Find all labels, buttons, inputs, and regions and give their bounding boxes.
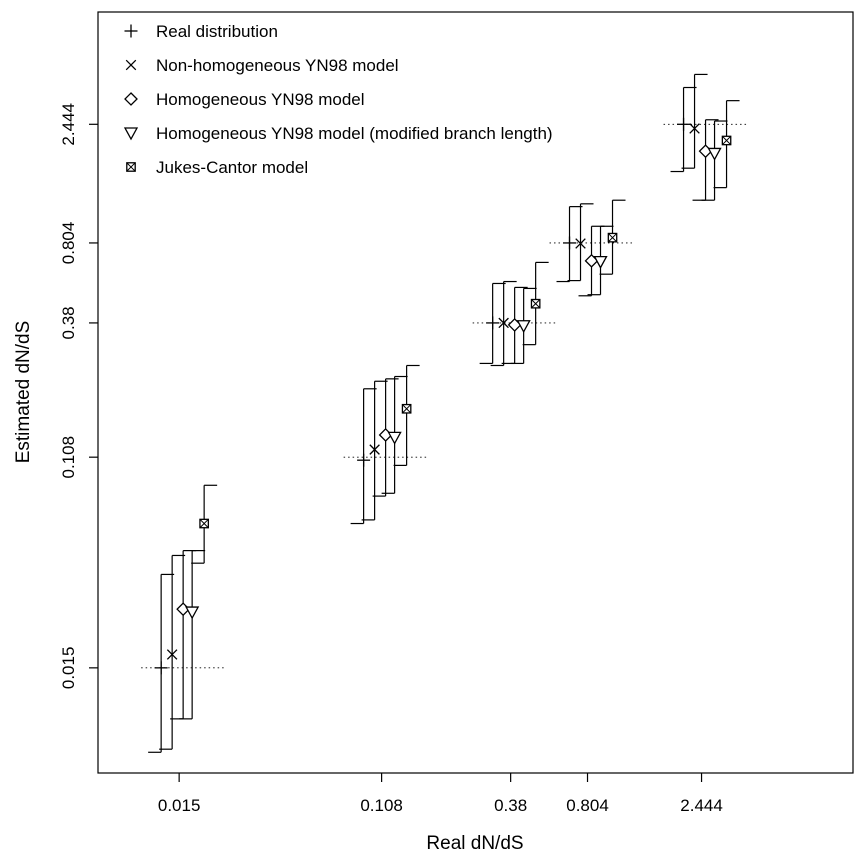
x-tick-label-2: 0.38	[494, 796, 527, 815]
legend-marker-3	[123, 127, 139, 141]
legend-marker-2	[124, 92, 138, 106]
y-axis: 0.015 0.108 0.38 0.804 2.444	[59, 103, 98, 689]
legend-item-4: Jukes-Cantor model	[126, 158, 308, 177]
legend-item-1: Non-homogeneous YN98 model	[125, 56, 399, 75]
legend-label-4: Jukes-Cantor model	[156, 158, 308, 177]
point-s0-p2	[486, 316, 500, 330]
point-s1-p4	[689, 123, 700, 134]
point-s1-p2	[498, 317, 509, 329]
legend-marker-0	[124, 24, 138, 38]
point-s0-p3	[563, 236, 577, 250]
y-tick-label-2: 0.38	[59, 306, 78, 339]
x-tick-label-1: 0.108	[360, 796, 403, 815]
legend-marker-4	[126, 162, 136, 172]
y-axis-label: Estimated dN/dS	[13, 321, 34, 464]
reference-lines	[141, 123, 748, 669]
legend-label-3: Homogeneous YN98 model (modified branch …	[156, 124, 553, 143]
point-s4-p2	[530, 298, 541, 309]
x-axis: 0.015 0.108 0.38 0.804 2.444	[158, 773, 723, 815]
x-tick-label-4: 2.444	[680, 796, 723, 815]
point-s3-p1	[387, 431, 402, 445]
error-bar-s1-p1	[361, 380, 388, 521]
error-bar-s1-p4	[681, 73, 708, 169]
point-s4-p0	[199, 518, 209, 529]
legend-item-0: Real distribution	[124, 22, 278, 41]
x-axis-label: Real dN/dS	[426, 833, 523, 854]
legend-marker-1	[125, 59, 137, 71]
point-s4-p4	[721, 135, 732, 146]
point-s0-p1	[357, 453, 371, 467]
point-s0-p4	[677, 117, 691, 131]
y-tick-label-3: 0.804	[59, 222, 78, 265]
point-s1-p3	[575, 238, 586, 249]
y-tick-label-4: 2.444	[59, 103, 78, 146]
error-bar-s3-p0	[179, 550, 206, 720]
legend-item-3: Homogeneous YN98 model (modified branch …	[123, 124, 553, 143]
legend-item-2: Homogeneous YN98 model	[124, 90, 365, 109]
point-s3-p2	[516, 320, 531, 334]
data-points	[154, 117, 732, 675]
y-tick-label-1: 0.108	[59, 436, 78, 479]
point-s4-p1	[401, 403, 412, 414]
point-s3-p0	[185, 606, 200, 620]
point-s3-p3	[593, 255, 608, 269]
x-tick-label-3: 0.804	[566, 796, 609, 815]
plot-frame	[97, 11, 854, 774]
point-s1-p0	[166, 649, 178, 660]
point-s1-p1	[369, 444, 380, 455]
legend-label-0: Real distribution	[156, 22, 278, 41]
error-bar-s4-p1	[393, 364, 420, 466]
y-tick-label-0: 0.015	[59, 647, 78, 690]
legend: Real distribution Non-homogeneous YN98 mo…	[123, 22, 553, 177]
error-bar-s1-p3	[567, 203, 594, 282]
legend-label-1: Non-homogeneous YN98 model	[156, 56, 399, 75]
error-bar-s1-p0	[159, 554, 186, 750]
legend-label-2: Homogeneous YN98 model	[156, 90, 365, 109]
point-s4-p3	[607, 232, 618, 243]
x-tick-label-0: 0.015	[158, 796, 201, 815]
point-s3-p4	[707, 147, 722, 161]
point-s0-p0	[154, 661, 168, 675]
